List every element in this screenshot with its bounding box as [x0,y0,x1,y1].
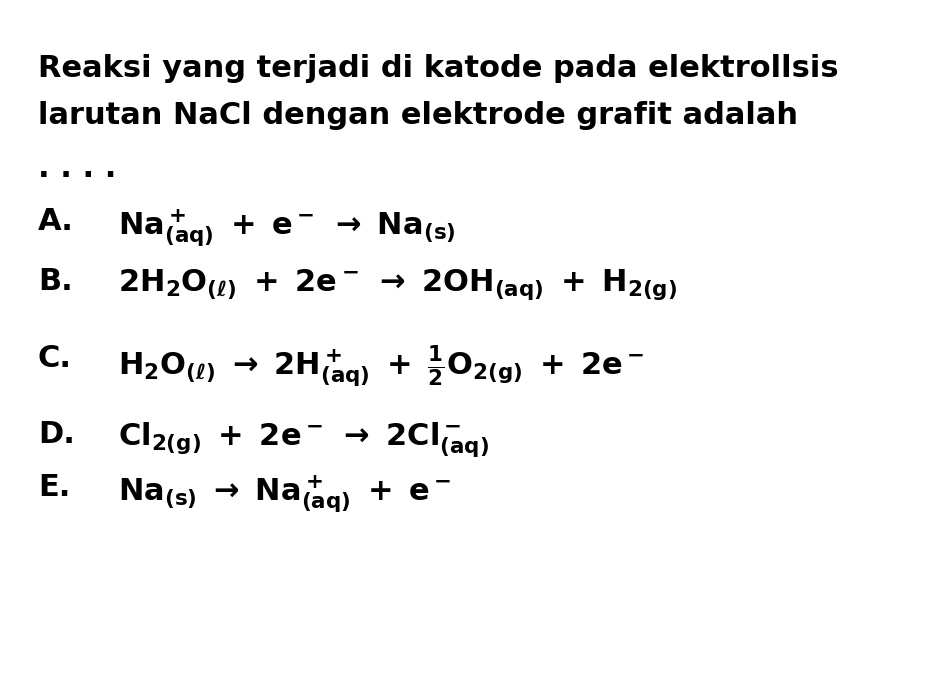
Text: D.: D. [38,420,75,449]
Text: $\mathbf{Na_{(s)}\ \rightarrow\ Na^+_{(aq)}\ +\ e^-}$: $\mathbf{Na_{(s)}\ \rightarrow\ Na^+_{(a… [118,473,451,515]
Text: larutan NaCl dengan elektrode grafit adalah: larutan NaCl dengan elektrode grafit ada… [38,100,798,129]
Text: E.: E. [38,473,70,502]
Text: A.: A. [38,207,74,236]
Text: $\mathbf{H_2O_{(\ell)}\ \rightarrow\ 2H^+_{(aq)}\ +\ \frac{1}{2}O_{2(g)}\ +\ 2e^: $\mathbf{H_2O_{(\ell)}\ \rightarrow\ 2H^… [118,344,644,390]
Text: . . . .: . . . . [38,154,116,183]
Text: $\mathbf{Cl_{2(g)}\ +\ 2e^-\ \rightarrow\ 2Cl^-_{(aq)}}$: $\mathbf{Cl_{2(g)}\ +\ 2e^-\ \rightarrow… [118,420,489,460]
Text: $\mathbf{Na^+_{(aq)}\ +\ e^-\ \rightarrow\ Na_{(s)}}$: $\mathbf{Na^+_{(aq)}\ +\ e^-\ \rightarro… [118,207,456,249]
Text: B.: B. [38,267,73,296]
Text: $\mathbf{2H_2O_{(\ell)}\ +\ 2e^-\ \rightarrow\ 2OH_{(aq)}\ +\ H_{2(g)}}$: $\mathbf{2H_2O_{(\ell)}\ +\ 2e^-\ \right… [118,267,677,302]
Text: C.: C. [38,344,72,373]
Text: Reaksi yang terjadi di katode pada elektrollsis: Reaksi yang terjadi di katode pada elekt… [38,54,838,83]
